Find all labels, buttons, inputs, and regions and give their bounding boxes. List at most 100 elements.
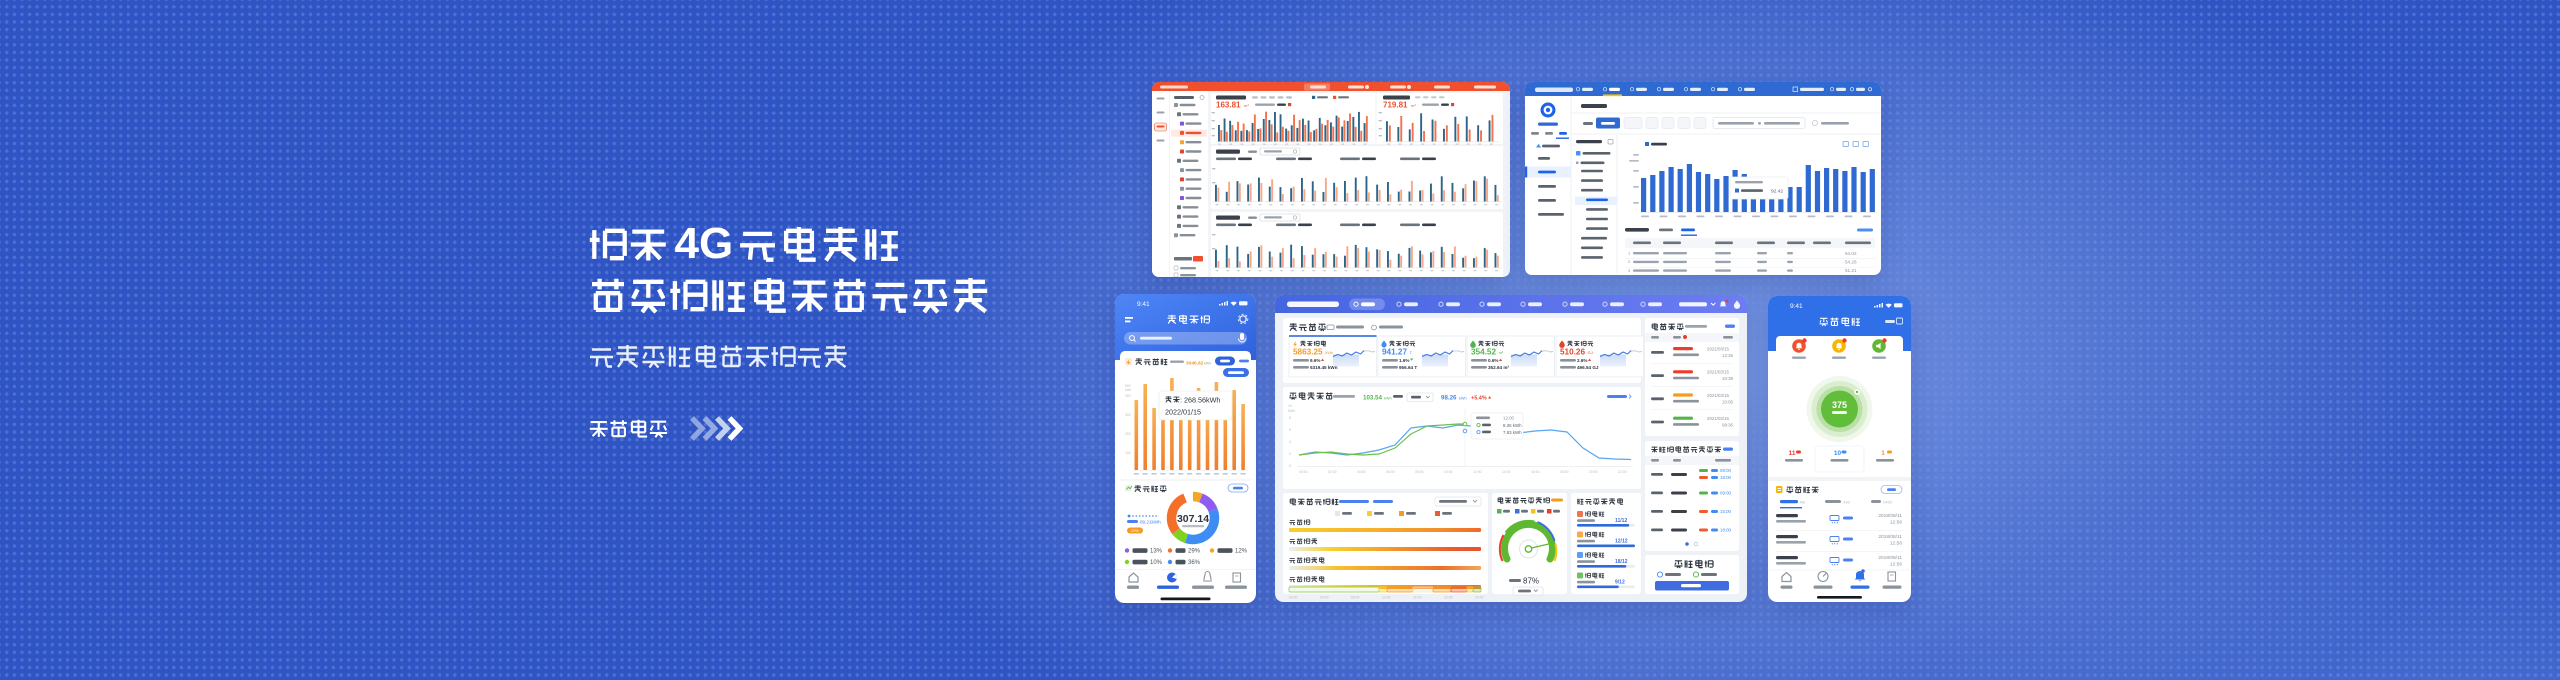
svg-text:18:00: 18:00: [1560, 470, 1569, 474]
svg-text:12/12: 12/12: [1615, 539, 1628, 545]
svg-text:12:00: 12:00: [1503, 416, 1515, 421]
svg-text:4: 4: [1289, 440, 1291, 444]
svg-text:8: 8: [1289, 416, 1291, 420]
svg-text:16:00: 16:00: [1413, 596, 1422, 600]
svg-text:2018/08/11: 2018/08/11: [1878, 534, 1902, 540]
svg-text:11/12: 11/12: [1615, 518, 1627, 524]
svg-text:12:56: 12:56: [1890, 520, 1902, 526]
svg-text:18/12: 18/12: [1615, 559, 1628, 565]
svg-text:10: 10: [1834, 450, 1842, 457]
svg-text:2021/03/15: 2021/03/15: [1707, 370, 1730, 375]
svg-text:12:00: 12:00: [1473, 470, 1482, 474]
svg-text:87%: 87%: [1523, 577, 1539, 586]
svg-text:29%: 29%: [1131, 528, 1139, 533]
svg-text:352.64 m³: 352.64 m³: [1488, 365, 1509, 370]
svg-text:00:00: 00:00: [1299, 470, 1308, 474]
svg-text:2.6%: 2.6%: [1577, 358, 1587, 363]
svg-text:N2: N2: [1800, 499, 1806, 504]
svg-text:400: 400: [1125, 394, 1131, 398]
svg-text:5863.25: 5863.25: [1293, 348, 1323, 357]
svg-text:1: 1: [1628, 251, 1631, 256]
svg-text:kWh: kWh: [1459, 397, 1467, 401]
svg-text:103.54: 103.54: [1363, 395, 1382, 402]
svg-text:5319.45 kWh: 5319.45 kWh: [1310, 365, 1338, 370]
svg-text:300: 300: [1125, 413, 1131, 417]
svg-text:163.81: 163.81: [1216, 101, 1241, 110]
svg-text:10:39: 10:39: [1722, 376, 1734, 381]
svg-text:10:05: 10:05: [1722, 399, 1734, 404]
svg-text:13%: 13%: [1150, 549, 1163, 555]
svg-text:54.26: 54.26: [1845, 260, 1857, 265]
svg-text:2456: 2456: [1883, 499, 1893, 504]
svg-text:08:00: 08:00: [1351, 596, 1360, 600]
svg-text:375: 375: [1832, 400, 1847, 410]
svg-text:9:41: 9:41: [1137, 301, 1150, 308]
svg-text:18:00: 18:00: [1720, 528, 1732, 533]
svg-text:956.64 T: 956.64 T: [1399, 365, 1417, 370]
svg-text:436: 436: [1843, 499, 1850, 504]
svg-text:2: 2: [1289, 452, 1291, 456]
svg-text:22:00: 22:00: [1618, 470, 1627, 474]
svg-text:2021/03/15: 2021/03/15: [1707, 347, 1730, 352]
svg-text:10:00: 10:00: [1444, 470, 1453, 474]
svg-text:m³: m³: [1411, 103, 1416, 108]
svg-text:kWh: kWh: [1288, 409, 1295, 413]
svg-text:6: 6: [1289, 428, 1291, 432]
svg-text:14:00: 14:00: [1502, 470, 1511, 474]
svg-text:kWh: kWh: [1204, 361, 1211, 365]
svg-text:89.21kWh: 89.21kWh: [1140, 520, 1161, 525]
svg-text:7.83 kWh: 7.83 kWh: [1503, 430, 1522, 435]
svg-text:08:00: 08:00: [1720, 468, 1732, 473]
svg-text:15:00: 15:00: [1720, 509, 1732, 514]
svg-text:04:00: 04:00: [1357, 470, 1366, 474]
svg-text:02:00: 02:00: [1328, 470, 1337, 474]
svg-text:08:36: 08:36: [1722, 423, 1734, 428]
svg-text:36%: 36%: [1188, 560, 1201, 566]
svg-text:12:56: 12:56: [1890, 562, 1902, 568]
svg-text:GJ: GJ: [1588, 350, 1593, 355]
svg-text:11: 11: [1789, 450, 1796, 457]
svg-text:92.42: 92.42: [1771, 189, 1783, 195]
svg-text:500: 500: [1125, 384, 1131, 388]
svg-text:200: 200: [1125, 432, 1131, 436]
svg-text:29%: 29%: [1188, 549, 1201, 555]
svg-text:307.14: 307.14: [1177, 513, 1209, 525]
svg-text:06:00: 06:00: [1386, 470, 1395, 474]
svg-text:20:00: 20:00: [1589, 470, 1598, 474]
svg-text:2022/01/15: 2022/01/15: [1165, 408, 1201, 417]
svg-text:9:41: 9:41: [1790, 303, 1803, 310]
svg-text:1: 1: [1881, 450, 1885, 457]
svg-text:51.21: 51.21: [1845, 268, 1857, 273]
svg-text:08:00: 08:00: [1415, 470, 1424, 474]
svg-text:2021/03/15: 2021/03/15: [1707, 416, 1730, 421]
svg-text:1.6%: 1.6%: [1399, 358, 1409, 363]
svg-text:9/12: 9/12: [1615, 580, 1625, 586]
svg-text:12%: 12%: [1235, 549, 1248, 555]
svg-text:16:00: 16:00: [1531, 470, 1540, 474]
svg-text:: 268.56kWh: : 268.56kWh: [1180, 396, 1220, 405]
svg-text:8.35 kWh: 8.35 kWh: [1503, 423, 1522, 428]
svg-text:m³: m³: [1244, 103, 1249, 108]
svg-text:354.52: 354.52: [1471, 348, 1496, 357]
svg-text:0: 0: [1289, 464, 1291, 468]
svg-text:+5.4%: +5.4%: [1471, 396, 1487, 402]
svg-text:3: 3: [1628, 268, 1631, 273]
svg-text:18:00: 18:00: [1720, 475, 1732, 480]
svg-text:12:35: 12:35: [1722, 353, 1734, 358]
svg-text:kwh: kwh: [1125, 388, 1131, 392]
svg-text:4G: 4G: [675, 219, 734, 268]
svg-text:12:56: 12:56: [1890, 541, 1902, 547]
svg-text:20:00: 20:00: [1444, 596, 1453, 600]
svg-text:10%: 10%: [1150, 560, 1163, 566]
svg-text:0.6%: 0.6%: [1488, 358, 1498, 363]
svg-text:941.27: 941.27: [1382, 348, 1407, 357]
svg-text:m³: m³: [1499, 350, 1504, 355]
svg-text:98.26: 98.26: [1441, 395, 1457, 402]
svg-text:510.26: 510.26: [1560, 348, 1585, 357]
svg-text:496.54 GJ: 496.54 GJ: [1577, 365, 1599, 370]
svg-text:54.02: 54.02: [1845, 251, 1857, 256]
svg-text:2: 2: [1628, 259, 1631, 264]
svg-text:04:00: 04:00: [1320, 596, 1329, 600]
svg-text:100: 100: [1125, 451, 1131, 455]
svg-text:kWh: kWh: [1384, 397, 1392, 401]
